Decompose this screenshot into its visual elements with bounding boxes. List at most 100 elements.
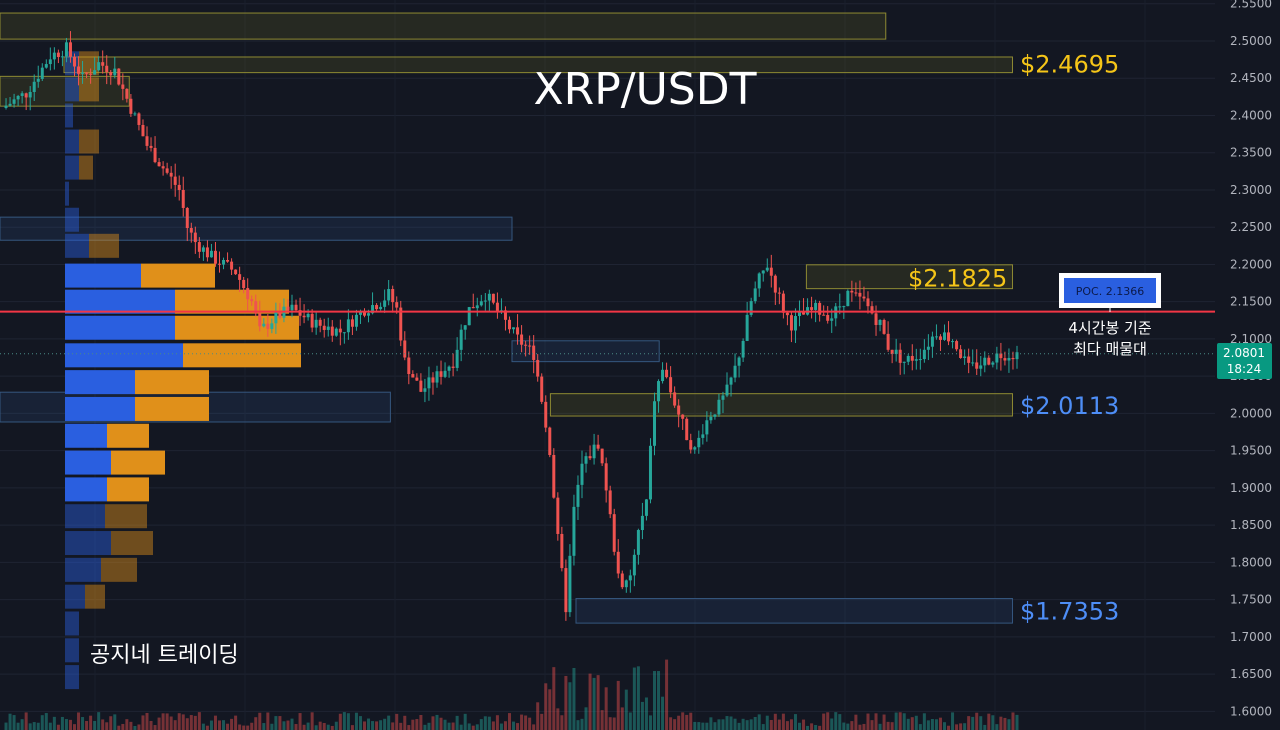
volume-bar [270,723,274,730]
volume-bar [121,723,125,730]
candle-body [810,307,814,310]
volume-bar [423,724,427,730]
candle-body [197,242,201,252]
volume-bar [951,712,955,730]
candle-body [342,332,346,334]
volume-bar [733,718,737,730]
volume-bar [201,723,205,730]
candle-body [105,65,109,73]
candle-body [604,463,608,491]
volume-profile-buy [65,181,69,206]
candle-body [16,95,20,100]
candle-body [419,380,423,392]
candle-body [773,275,777,293]
volume-bar [379,720,383,730]
candle-body [226,260,230,262]
candle-body [725,384,729,396]
volume-bar [350,725,354,730]
candle-body [669,377,673,393]
volume-bar [983,724,987,730]
volume-bar [677,715,681,730]
volume-profile-sell [101,557,137,582]
candle-body [930,336,934,347]
candle-body [218,263,221,265]
candle-body [483,300,487,302]
candle-body [572,506,576,556]
candle-body [854,292,858,294]
candle-body [73,56,76,67]
volume-bar [693,721,697,730]
candle-body [467,307,471,326]
candle-body [431,377,435,383]
volume-profile-sell [135,370,209,395]
volume-profile-sell [141,263,215,288]
volume-profile-buy [65,289,175,314]
volume-bar [145,712,149,730]
volume-profile-sell [105,504,147,529]
candle-body [242,279,246,289]
candle-body [640,515,644,531]
candle-body [934,336,938,338]
candle-body [926,346,930,350]
volume-bar [870,720,874,730]
volume-bar [89,715,93,730]
candle-body [947,332,951,342]
candle-body [850,290,854,293]
candle-body [644,499,648,516]
volume-bar [620,707,624,730]
volume-bar [938,717,942,730]
volume-bar [491,721,495,730]
volume-bar [181,714,185,730]
poc-callout: POC. 2.1366 4시간봉 기준 최다 매물대 [1059,273,1161,358]
candle-body [326,326,330,330]
demand-zone [0,216,513,241]
candle-body [193,232,197,243]
volume-bar [8,713,12,730]
volume-bar [701,722,705,730]
volume-bar [354,712,358,730]
candle-body [564,568,568,613]
volume-bar [697,722,701,730]
current-price-tag: 2.0801 18:24 [1217,343,1272,379]
volume-bar [342,712,346,730]
volume-bar [262,723,266,730]
volume-bar [109,716,113,730]
candle-body [379,306,383,310]
volume-bar [572,667,576,730]
volume-bar [975,712,979,730]
supply-zone [63,56,1013,74]
candle-body [826,314,830,321]
candle-body [1011,357,1015,360]
volume-bar [540,713,544,730]
volume-bar [653,671,656,730]
candle-body [157,162,161,167]
volume-bar [729,716,733,730]
volume-bar [475,724,479,730]
candle-body [600,448,604,464]
volume-bar [866,713,870,730]
volume-bar [226,723,230,730]
candle-body [133,113,137,115]
candle-body [975,362,979,369]
candle-body [97,62,101,71]
volume-bar [137,724,141,730]
volume-bar [600,710,604,730]
volume-bar [371,721,375,730]
volume-bar [363,721,366,730]
axis-tick-label: 1.6000 [1230,704,1272,718]
volume-bar [322,722,326,730]
volume-bar [967,716,971,730]
volume-bar [793,714,797,730]
axis-tick-label: 2.3000 [1230,183,1272,197]
volume-bar [955,724,959,730]
candle-body [596,444,600,449]
volume-bar [165,713,169,730]
axis-tick-label: 1.7000 [1230,630,1272,644]
candle-body [306,313,310,318]
volume-bar [830,718,834,730]
candle-body [753,288,757,302]
candle-body [818,302,822,315]
candle-body [733,365,737,378]
volume-bar [995,724,999,730]
